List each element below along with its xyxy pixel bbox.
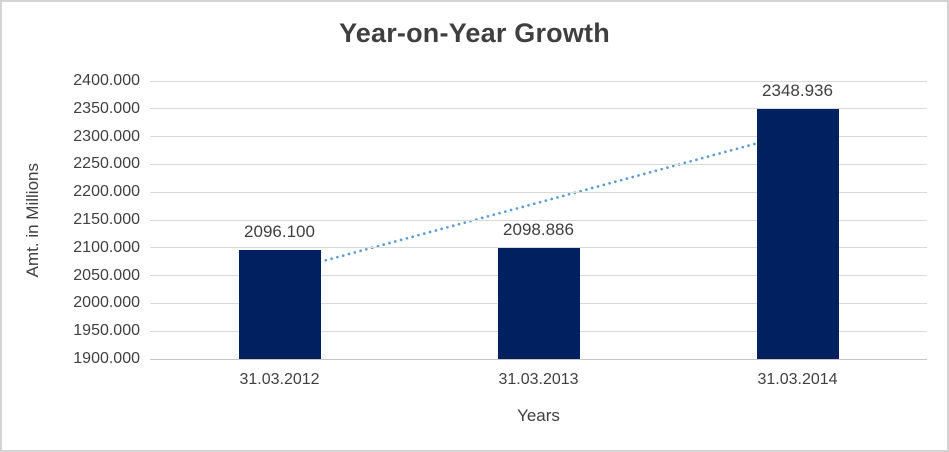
gridline — [150, 219, 927, 221]
bar — [756, 109, 839, 359]
y-axis-tick-label: 1900.000 — [73, 350, 140, 367]
gridline — [150, 108, 927, 110]
y-axis-tick-label: 2400.000 — [73, 72, 140, 89]
bar — [238, 249, 321, 359]
bar — [497, 248, 580, 359]
x-axis-category-label: 31.03.2014 — [757, 371, 838, 388]
bar-data-label: 2348.936 — [762, 81, 833, 101]
y-axis-tick-label: 2150.000 — [73, 211, 140, 228]
gridline — [150, 163, 927, 165]
gridline — [150, 247, 927, 249]
y-axis-tick-label: 2350.000 — [73, 99, 140, 117]
y-axis-tick-label: 1950.000 — [73, 322, 140, 340]
y-axis-tick-label: 2100.000 — [73, 238, 140, 256]
x-axis-category-label: 31.03.2012 — [239, 371, 320, 388]
bar-data-label: 2098.886 — [503, 220, 574, 240]
gridline — [150, 358, 927, 360]
gridline — [150, 80, 927, 82]
chart-title: Year-on-Year Growth — [339, 18, 610, 48]
x-axis-title: Years — [517, 406, 560, 425]
y-axis-tick-label: 2250.000 — [73, 155, 140, 173]
y-axis-tick-label: 2000.000 — [73, 294, 140, 312]
y-axis-tick-label: 2050.000 — [73, 266, 140, 284]
y-axis-tick-label: 2200.000 — [73, 183, 140, 201]
gridline — [150, 136, 927, 138]
y-axis-title-text: Amt. in Millions — [23, 162, 42, 278]
y-axis-tick-label: 2300.000 — [73, 127, 140, 145]
bar-data-label: 2096.100 — [244, 221, 315, 241]
x-axis-category-label: 31.03.2013 — [498, 371, 579, 388]
gridline — [150, 191, 927, 193]
